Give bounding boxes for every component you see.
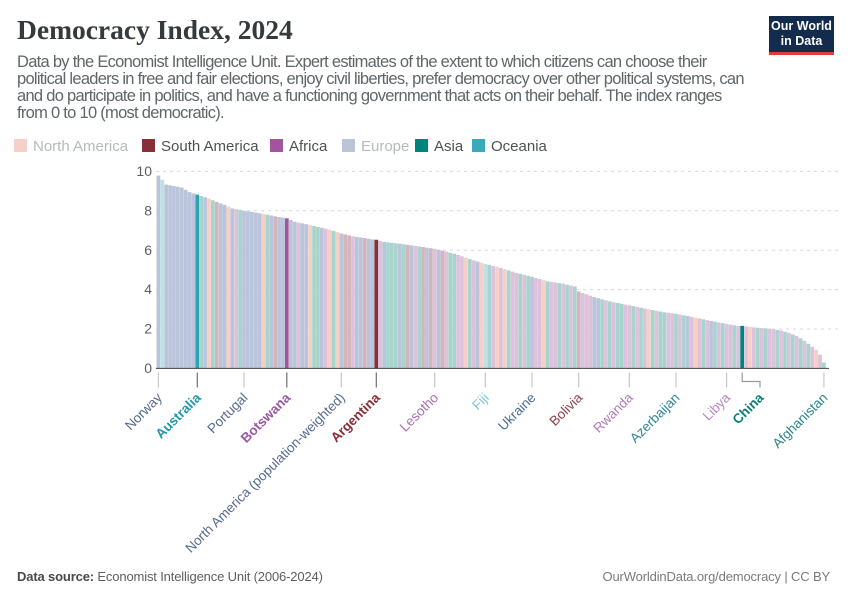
- svg-text:Fiji: Fiji: [469, 390, 492, 413]
- svg-text:Azerbaijan: Azerbaijan: [627, 390, 683, 446]
- svg-text:8: 8: [144, 202, 152, 218]
- svg-text:Ukraine: Ukraine: [495, 390, 539, 434]
- svg-text:6: 6: [144, 242, 152, 258]
- svg-text:0: 0: [144, 360, 152, 376]
- svg-text:4: 4: [144, 281, 152, 297]
- svg-text:Afghanistan: Afghanistan: [769, 390, 830, 451]
- svg-text:China: China: [729, 390, 766, 427]
- svg-text:Rwanda: Rwanda: [590, 390, 636, 436]
- svg-text:2: 2: [144, 321, 152, 337]
- svg-text:Bolivia: Bolivia: [547, 390, 586, 429]
- svg-text:10: 10: [136, 163, 152, 179]
- svg-text:Lesotho: Lesotho: [397, 390, 442, 435]
- svg-text:Libya: Libya: [700, 390, 734, 424]
